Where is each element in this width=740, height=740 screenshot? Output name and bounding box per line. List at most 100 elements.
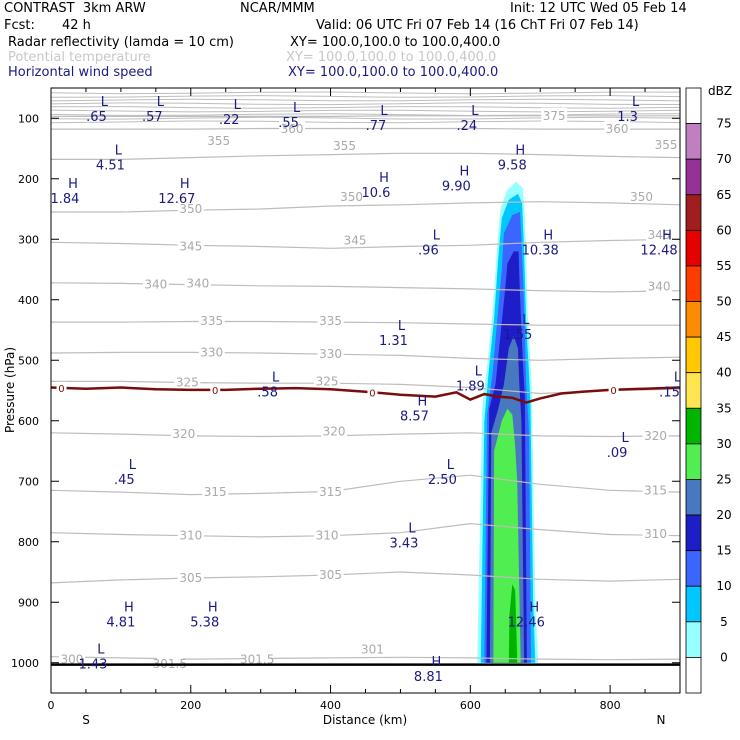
wind-extremum-type: L: [157, 95, 165, 110]
wind-extremum-value: 2.50: [428, 473, 457, 488]
theta-label-bg: [170, 426, 197, 441]
colorbar-swatch: [685, 158, 702, 196]
theta-label-bg: [331, 138, 358, 153]
wind-extremum-type: L: [234, 98, 242, 113]
theta-contour-320: [51, 432, 680, 438]
y-axis: 100 200 300 400 500 600 700 800 900 1000: [11, 112, 680, 670]
colorbar-level-label: 5: [720, 615, 728, 629]
theta-contour-upper: [51, 109, 680, 113]
center-label: NCAR/MMM: [240, 1, 315, 16]
wind-extremum-type: L: [101, 95, 109, 110]
theta-contour-upper: [51, 116, 680, 120]
zero-line: [51, 386, 680, 404]
zero-line-label: 0: [58, 384, 64, 395]
wind-extremum-value: 12.48: [640, 243, 677, 258]
theta-label: 335: [319, 314, 342, 328]
theta-contour-upper: [51, 98, 680, 102]
theta-contour-upper: [51, 91, 680, 95]
theta-label: 355: [655, 138, 678, 152]
y-tick-label: 200: [18, 173, 39, 186]
theta-label: 305: [179, 571, 202, 585]
theta-label-bg: [177, 201, 204, 215]
theta-label: 315: [644, 483, 667, 497]
theta-label: 360: [606, 122, 629, 136]
wind-extremum-value: 1.31: [379, 334, 408, 349]
colorbar-swatch: [685, 229, 702, 267]
x-tick-label: 200: [180, 699, 201, 712]
theta-contour-upper: [51, 95, 680, 98]
wind-extremum-type: L: [408, 522, 416, 537]
colorbar-level-label: 75: [716, 117, 731, 131]
wind-extremum-type: H: [529, 600, 539, 615]
y-tick-label: 500: [18, 354, 39, 367]
x-axis: 0 200 400 600 800: [48, 88, 681, 712]
colorbar-swatch: [685, 514, 702, 552]
wind-extremum-value: .22: [219, 113, 240, 128]
theta-label: 310: [316, 529, 339, 543]
colorbar-swatch: [685, 407, 702, 445]
theta-label-bg: [628, 188, 655, 203]
colorbar-swatch: [685, 585, 702, 623]
colorbar-swatch: [685, 372, 702, 409]
colorbar-level-label: 10: [716, 579, 731, 593]
theta-label-bg: [177, 238, 204, 253]
wind-extremum-value: 12.46: [508, 615, 545, 630]
wind-extremum-value: 4.81: [106, 615, 135, 630]
wind-extremum-type: H: [515, 144, 525, 159]
wind-extremum-type: H: [459, 165, 469, 180]
colorbar-level-label: 35: [716, 401, 731, 415]
wind-extremum-type: H: [180, 177, 190, 192]
wind-extremum-type: L: [293, 101, 301, 116]
wind-extremum-value: .57: [142, 110, 163, 125]
theta-contour-upper: [51, 120, 680, 124]
theta-contour-355: [51, 152, 680, 160]
zero-line-label: 0: [610, 386, 616, 397]
wind-extremum-type: H: [124, 600, 134, 615]
wind-extremum-value: 1.43: [78, 658, 107, 673]
colorbar-level-label: 70: [716, 152, 731, 166]
wind-extremum-value: 9.58: [498, 159, 527, 174]
colorbar-swatch: [685, 550, 702, 587]
theta-contour-335: [51, 320, 680, 326]
theta-label-bg: [177, 570, 204, 585]
wind-extremum-type: H: [418, 395, 428, 410]
wind-extremum-type: L: [522, 313, 530, 328]
theta-label: 301: [361, 642, 384, 656]
colorbar-unit: dBZ: [708, 84, 732, 98]
wind-extremum-type: L: [433, 228, 441, 243]
model-title: CONTRAST 3km ARW: [4, 1, 146, 16]
colorbar-level-label: 55: [716, 259, 731, 273]
theta-label-bg: [317, 484, 344, 499]
theta-label: 375: [543, 109, 566, 123]
wind-extremum-type: H: [208, 600, 218, 615]
y-tick-label: 100: [18, 112, 39, 125]
theta-contour-300: [51, 656, 680, 661]
wind-extremum-value: 9.90: [442, 180, 471, 195]
y-axis-label: Pressure (hPa): [3, 347, 17, 433]
theta-label: 301.5: [240, 653, 274, 667]
wind-extremum-type: L: [272, 370, 280, 385]
theta-label: 325: [316, 374, 339, 388]
theta-label: 310: [644, 527, 667, 541]
y-tick-label: 600: [18, 415, 39, 428]
theta-label: 335: [200, 314, 223, 328]
theta-label-bg: [642, 525, 669, 540]
theta-label-bg: [205, 133, 232, 148]
wind-extremum-value: .24: [456, 119, 477, 134]
zero-label-bg: [367, 386, 378, 399]
wind-extremum-value: 8.81: [414, 670, 443, 685]
theta-label-bg: [541, 107, 568, 122]
theta-label: 350: [340, 190, 363, 204]
colorbar-level-label: 0: [720, 650, 728, 664]
theta-contour-305: [51, 571, 680, 584]
theta-label-bg: [359, 641, 386, 656]
theta-label-bg: [321, 423, 348, 438]
reflectivity-35dbz-area: [508, 584, 518, 663]
theta-label: 310: [179, 529, 202, 543]
colorbar-swatch: [685, 301, 702, 338]
theta-contour-upper: [51, 106, 680, 109]
wind-extremum-type: H: [662, 228, 672, 243]
wind-extremum-value: 1.3: [617, 110, 638, 125]
theta-contour-330: [51, 351, 680, 361]
